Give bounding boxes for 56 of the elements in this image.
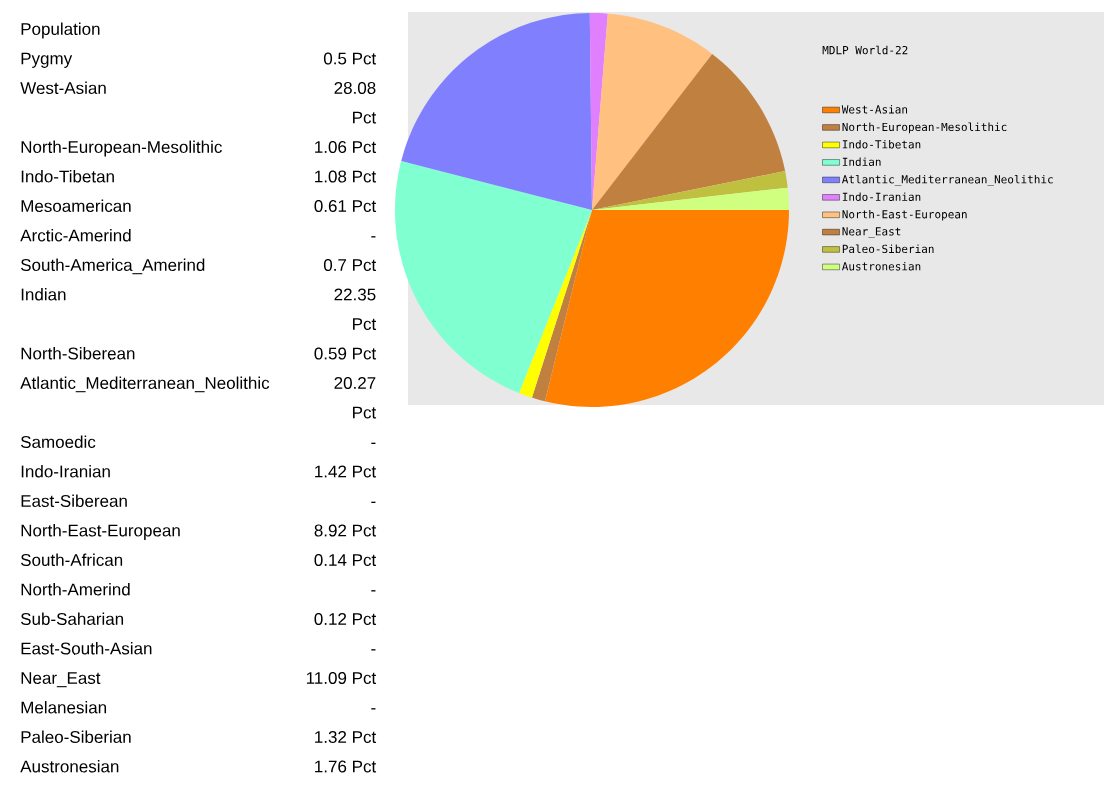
legend-label: Near_East — [842, 227, 901, 238]
text: - — [371, 236, 376, 238]
category-label: Samoedic — [20, 435, 96, 449]
text: 0.12 Pct — [314, 612, 377, 626]
text: 1.42 Pct — [315, 465, 377, 478]
category-label: Indo-Tibetan — [21, 170, 114, 183]
category-label: North-Amerind — [21, 583, 130, 596]
text: - — [371, 708, 376, 710]
text: 0.14 Pct — [314, 553, 377, 567]
category-label: South-America_Amerind — [20, 258, 205, 275]
text: 11.09 Pct — [306, 671, 377, 685]
category-label: Near_East — [21, 672, 101, 688]
category-label: Sub-Saharian — [20, 612, 124, 626]
legend-label: Indian — [842, 157, 881, 166]
text: 0.59 Pct — [314, 347, 377, 360]
text: MDLP World-22 — [822, 45, 908, 55]
category-label: East-Siberean — [21, 494, 127, 508]
legend-label: Indo-Iranian — [842, 192, 921, 201]
category-label: Indian — [21, 288, 66, 301]
text: - — [371, 590, 376, 592]
text: 0.61 Pct — [314, 199, 377, 213]
text: - — [371, 649, 376, 651]
category-label: South-African — [20, 553, 123, 567]
text: 0.5 Pct — [323, 52, 377, 65]
text: 1.32 Pct — [315, 730, 377, 744]
category-label: Paleo-Siberian — [21, 730, 131, 744]
legend-label: West-Asian — [841, 105, 908, 114]
category-label: Indo-Iranian — [21, 465, 110, 478]
text: 1.08 Pct — [315, 170, 377, 183]
category-label: Melanesian — [21, 701, 107, 714]
text: 0.7 Pct — [323, 258, 377, 272]
category-label: Mesoamerican — [21, 199, 131, 213]
category-label: North-European-Mesolithic — [21, 140, 222, 157]
legend-label: Indo-Tibetan — [842, 140, 921, 149]
legend-label: Atlantic_Mediterranean_Neolithic — [841, 174, 1053, 186]
text: 8.92 Pct — [314, 524, 377, 537]
text: 22.35 Pct — [334, 288, 377, 331]
category-label: Atlantic_Mediterranean_Neolithic — [20, 376, 270, 393]
category-label: North-Siberean — [21, 347, 135, 360]
category-label: Austronesian — [20, 760, 119, 773]
text: 20.27 Pct — [334, 376, 377, 419]
category-label: Arctic-Amerind — [20, 229, 131, 242]
category-label: North-East-European — [21, 524, 180, 540]
text: - — [371, 442, 376, 444]
legend-label: North-East-European — [842, 209, 967, 221]
category-label: Pygmy — [21, 52, 73, 68]
text: 1.06 Pct — [315, 140, 377, 154]
category-label: West-Asian — [20, 81, 106, 95]
text: Population — [21, 22, 100, 39]
text: - — [371, 501, 376, 503]
text: 28.08 Pct — [334, 81, 377, 124]
legend-label: Paleo-Siberian — [842, 244, 934, 254]
text: 1.76 Pct — [315, 760, 377, 773]
category-label: East-South-Asian — [21, 642, 152, 655]
legend-label: Austronesian — [841, 261, 921, 271]
legend-label: North-European-Mesolithic — [842, 122, 1007, 134]
